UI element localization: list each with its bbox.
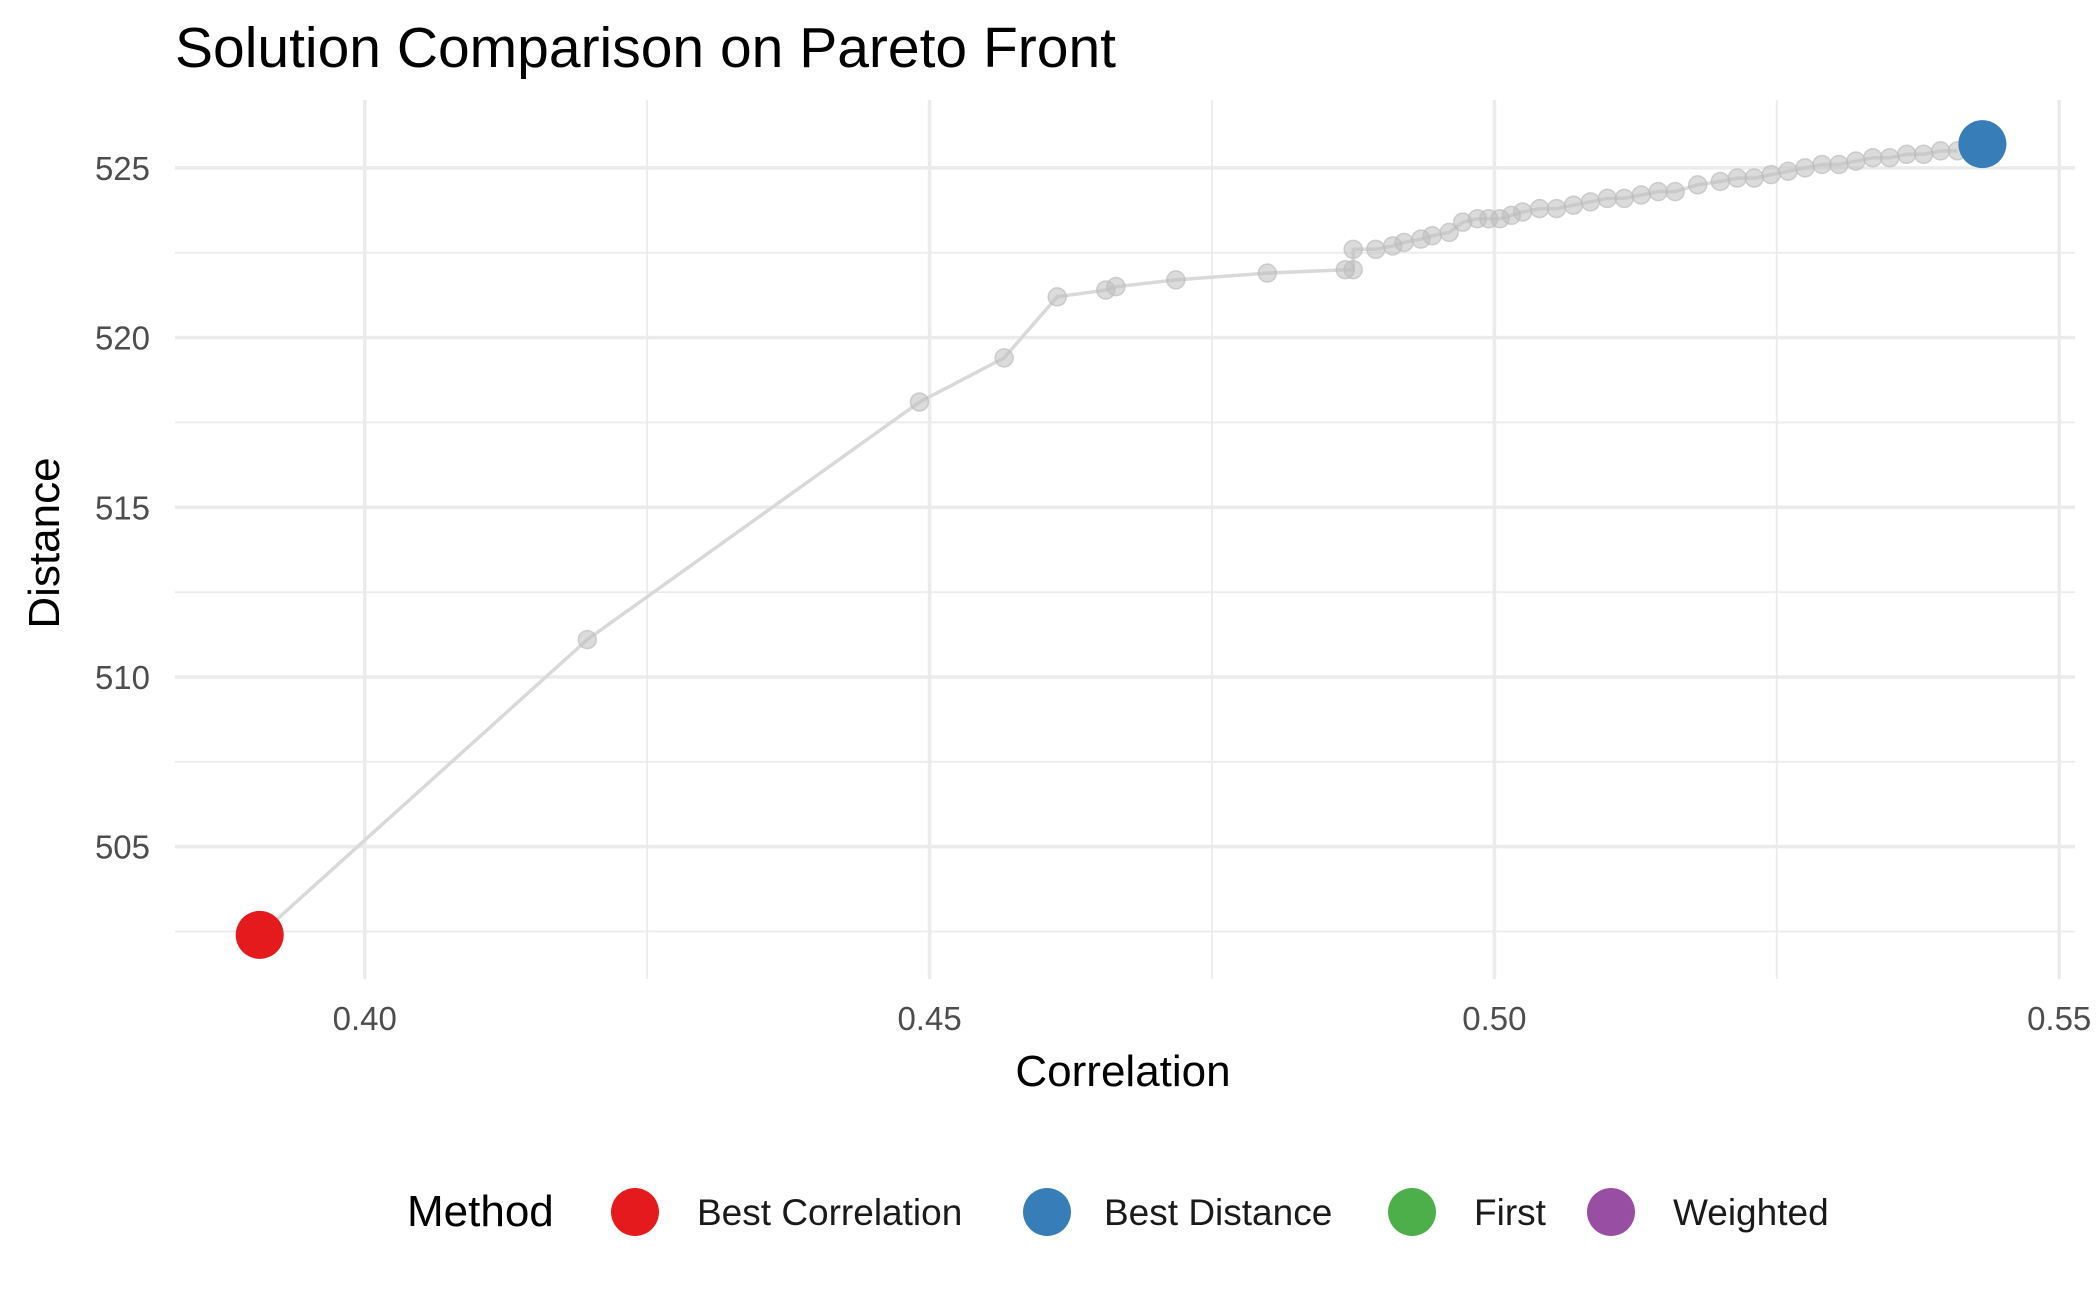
y-tick-label: 510 — [95, 659, 150, 696]
pareto-point — [1795, 158, 1815, 178]
pareto-point — [909, 392, 930, 412]
pareto-point — [1366, 239, 1386, 260]
pareto-point — [1687, 175, 1708, 195]
legend: Method Best Correlation Best Distance Firs… — [407, 1187, 1829, 1236]
highlight-point — [235, 910, 284, 959]
pareto-point — [1422, 226, 1443, 246]
pareto-point — [1166, 270, 1186, 290]
chart-title: Solution Comparison on Pareto Front — [175, 16, 1116, 80]
legend-label: Best Correlation — [697, 1192, 962, 1233]
minor-gridlines — [175, 100, 2075, 979]
pareto-point — [1343, 239, 1363, 260]
legend-items: Best Correlation Best Distance First Weight… — [611, 1188, 1829, 1236]
pareto-point — [1343, 259, 1363, 280]
y-axis-title: Distance — [20, 457, 69, 628]
y-tick-label: 515 — [95, 489, 150, 526]
pareto-point — [1778, 161, 1798, 182]
pareto-point — [1106, 276, 1126, 297]
pareto-front — [249, 141, 1968, 945]
pareto-point — [1631, 185, 1651, 205]
legend-key — [1388, 1188, 1436, 1236]
legend-label: Weighted — [1673, 1192, 1829, 1233]
pareto-point — [1761, 164, 1781, 185]
x-tick-labels: 0.40 0.45 0.50 0.55 — [333, 1000, 2092, 1037]
pareto-point — [1744, 168, 1764, 188]
pareto-point — [1913, 144, 1934, 165]
pareto-point — [994, 348, 1014, 368]
pareto-point — [1879, 147, 1900, 168]
pareto-point — [1439, 222, 1459, 243]
y-tick-labels: 505 510 515 520 525 — [95, 150, 150, 866]
legend-key — [1023, 1188, 1071, 1236]
pareto-point — [1648, 181, 1668, 202]
pareto-point — [1529, 198, 1550, 219]
pareto-point — [1047, 287, 1067, 307]
pareto-point — [1812, 154, 1832, 175]
x-tick-label: 0.40 — [333, 1000, 397, 1037]
pareto-point — [1710, 171, 1731, 192]
pareto-point — [1896, 144, 1917, 165]
x-tick-label: 0.50 — [1462, 1000, 1526, 1037]
y-tick-label: 525 — [95, 150, 150, 187]
x-axis-title: Correlation — [1015, 1047, 1230, 1096]
legend-label: Best Distance — [1104, 1192, 1332, 1233]
pareto-point — [1597, 188, 1618, 209]
pareto-point — [1846, 151, 1866, 171]
pareto-point — [1546, 198, 1567, 219]
y-tick-label: 505 — [95, 829, 150, 866]
pareto-front-line — [258, 149, 1958, 937]
pareto-point — [1580, 192, 1601, 212]
pareto-point — [1614, 188, 1635, 209]
highlight-point — [1958, 120, 2007, 169]
x-tick-label: 0.55 — [2027, 1000, 2091, 1037]
legend-key — [611, 1188, 659, 1236]
pareto-point — [1257, 263, 1278, 283]
pareto-point — [1394, 232, 1414, 253]
highlighted-solutions — [235, 120, 2007, 959]
pareto-point — [1665, 181, 1685, 202]
pareto-point — [1512, 202, 1533, 222]
pareto-point — [1727, 168, 1747, 188]
pareto-point — [1863, 147, 1883, 168]
legend-key — [1587, 1188, 1635, 1236]
pareto-point — [577, 629, 598, 650]
pareto-point — [1829, 154, 1849, 175]
x-tick-label: 0.45 — [897, 1000, 961, 1037]
pareto-point — [1563, 195, 1584, 215]
major-gridlines — [175, 100, 2075, 979]
pareto-point — [1930, 141, 1951, 161]
y-tick-label: 520 — [95, 320, 150, 357]
legend-title: Method — [407, 1187, 554, 1236]
legend-label: First — [1474, 1192, 1547, 1233]
